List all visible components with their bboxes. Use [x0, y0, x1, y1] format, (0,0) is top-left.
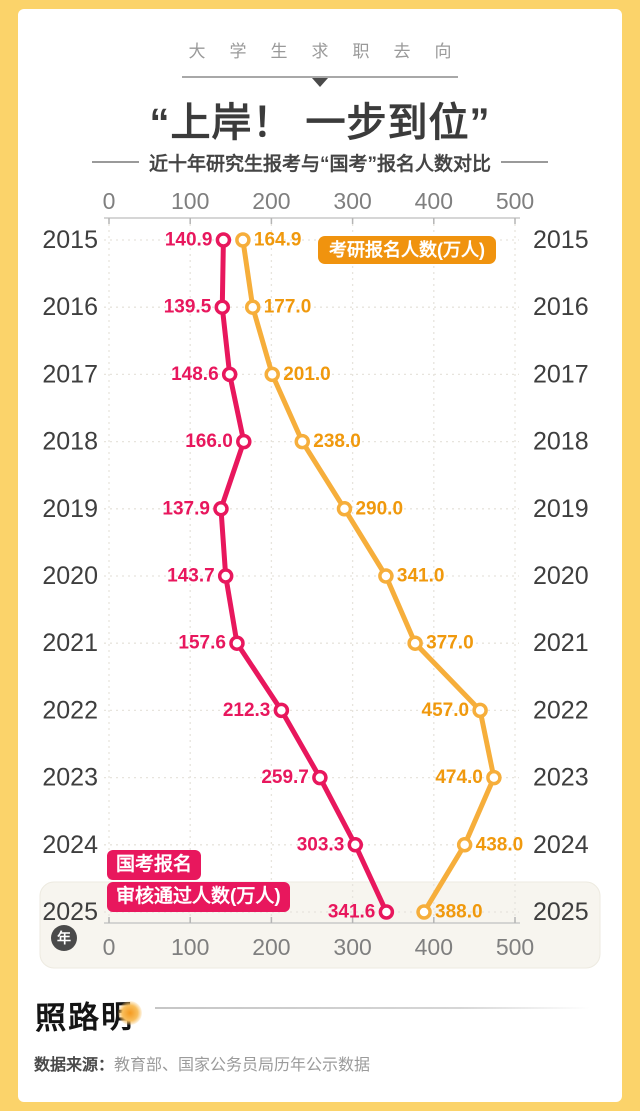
year-label-right: 2023	[533, 764, 589, 792]
value-label: 139.5	[164, 297, 212, 318]
year-label-left: 2021	[42, 629, 98, 657]
data-point	[236, 433, 252, 450]
year-label-right: 2025	[533, 898, 589, 926]
year-label-right: 2021	[533, 629, 589, 657]
data-point	[347, 837, 364, 853]
value-label: 143.7	[167, 566, 215, 587]
axis-tick-label: 0	[103, 188, 116, 214]
value-label: 303.3	[297, 834, 345, 855]
value-label: 290.0	[355, 498, 403, 519]
value-label: 201.0	[283, 364, 331, 385]
data-point	[407, 635, 423, 651]
year-label-left: 2020	[42, 562, 98, 590]
value-label: 212.3	[223, 700, 271, 721]
data-point	[472, 702, 488, 719]
axis-tick-label: 200	[252, 188, 290, 214]
caret-down-icon	[312, 78, 328, 87]
year-label-left: 2025	[42, 898, 98, 926]
data-point	[294, 433, 311, 450]
value-label: 457.0	[422, 700, 470, 721]
data-point	[213, 501, 229, 517]
year-axis-unit-badge: 年	[51, 925, 77, 951]
data-point	[214, 299, 231, 315]
value-label: 148.6	[171, 364, 219, 385]
year-label-left: 2016	[42, 293, 98, 321]
data-point	[456, 837, 473, 853]
subtitle-row: 近十年研究生报考与“国考”报名人数对比	[0, 150, 640, 175]
subtitle-dash-right	[501, 161, 548, 163]
data-point	[336, 501, 353, 517]
axis-tick-label: 400	[415, 934, 453, 960]
data-point	[217, 568, 234, 584]
year-label-right: 2022	[533, 696, 589, 724]
page-subtitle: 近十年研究生报考与“国考”报名人数对比	[148, 153, 491, 175]
value-label: 341.0	[397, 566, 445, 587]
data-point	[273, 702, 290, 719]
value-label: 388.0	[435, 902, 483, 923]
year-label-right: 2019	[533, 495, 589, 523]
year-label-left: 2023	[42, 764, 98, 792]
axis-tick-label: 200	[252, 934, 290, 960]
data-point	[416, 904, 432, 920]
data-source-line: 数据来源：教育部、国家公务员局历年公示数据	[34, 1051, 370, 1075]
legend-badge-kaoyan: 考研报名人数(万人)	[318, 236, 496, 264]
footer-divider	[155, 1007, 590, 1009]
data-point	[221, 366, 238, 383]
year-label-left: 2024	[42, 831, 98, 859]
year-label-right: 2024	[533, 831, 589, 859]
year-label-right: 2017	[533, 360, 589, 388]
data-source-text: 教育部、国家公务员局历年公示数据	[114, 1057, 371, 1074]
axis-tick-label: 400	[415, 188, 453, 214]
year-label-left: 2015	[42, 226, 98, 254]
year-label-left: 2022	[42, 696, 98, 724]
data-point	[229, 635, 245, 651]
data-point	[486, 769, 502, 786]
value-label: 166.0	[185, 431, 233, 452]
value-label: 377.0	[426, 633, 474, 654]
legend-badge-guokao-line2: 审核通过人数(万人)	[107, 882, 290, 912]
axis-tick-label: 100	[171, 188, 209, 214]
axis-tick-label: 0	[103, 934, 116, 960]
logo-glow-dot-icon	[118, 1001, 142, 1025]
axis-tick-label: 500	[496, 188, 534, 214]
axis-tick-label: 300	[333, 188, 371, 214]
axis-tick-label: 100	[171, 934, 209, 960]
value-label: 164.9	[254, 230, 302, 251]
value-label: 140.9	[165, 230, 213, 251]
eyebrow-rule	[182, 76, 458, 78]
year-label-left: 2019	[42, 495, 98, 523]
year-label-right: 2016	[533, 293, 589, 321]
year-label-left: 2018	[42, 428, 98, 456]
year-label-right: 2020	[533, 562, 589, 590]
year-label-left: 2017	[42, 360, 98, 388]
year-label-right: 2015	[533, 226, 589, 254]
value-label: 341.6	[328, 902, 376, 923]
value-label: 438.0	[476, 834, 524, 855]
value-label: 259.7	[261, 767, 309, 788]
value-label: 157.6	[178, 633, 226, 654]
data-point	[244, 299, 261, 315]
axis-tick-label: 300	[333, 934, 371, 960]
value-label: 238.0	[313, 431, 361, 452]
data-point	[235, 232, 251, 248]
legend-badge-guokao-line1: 国考报名	[107, 850, 202, 880]
value-label: 474.0	[435, 767, 483, 788]
data-point	[378, 904, 395, 920]
subtitle-dash-left	[91, 161, 139, 163]
year-label-right: 2018	[533, 428, 589, 456]
value-label: 177.0	[264, 297, 312, 318]
page-title: “上岸！ 一步到位”	[149, 101, 491, 145]
eyebrow-text: 大学生求职去向	[188, 42, 476, 61]
data-point	[378, 568, 394, 584]
data-point	[312, 769, 328, 786]
axis-tick-label: 500	[496, 934, 534, 960]
data-source-label: 数据来源：	[34, 1057, 115, 1074]
value-label: 137.9	[162, 498, 210, 519]
data-point	[264, 366, 280, 383]
data-point	[215, 232, 232, 248]
